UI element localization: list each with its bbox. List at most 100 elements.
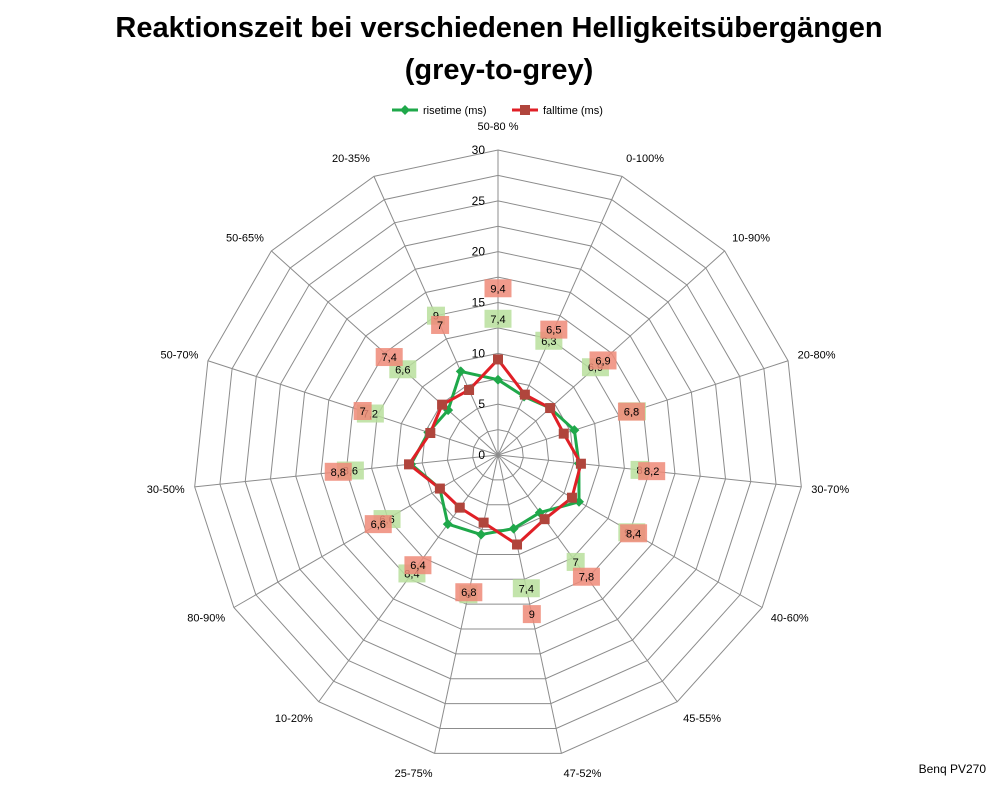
radial-tick-label: 5 — [478, 397, 485, 411]
data-label: 8,4 — [626, 528, 641, 540]
data-point — [508, 523, 519, 534]
data-label-box — [572, 567, 600, 586]
data-label: 9 — [529, 609, 535, 621]
category-label: 10-20% — [275, 713, 313, 725]
data-label-box — [540, 320, 568, 339]
grid-ring — [194, 149, 802, 754]
radar-grid — [194, 149, 802, 754]
data-label-box — [566, 552, 585, 571]
data-label-box — [375, 348, 403, 367]
data-label-box — [512, 579, 540, 598]
data-point — [442, 519, 453, 530]
data-point — [493, 374, 503, 385]
grid-ring — [345, 301, 651, 605]
data-point — [558, 428, 569, 439]
data-label-box — [617, 402, 645, 421]
data-point — [464, 384, 475, 395]
data-point — [425, 428, 436, 439]
data-label-box — [484, 279, 512, 298]
category-label: 20-80% — [798, 350, 836, 362]
data-point — [575, 458, 586, 469]
legend-marker — [400, 105, 410, 115]
category-label: 30-50% — [147, 484, 185, 496]
data-label-box — [589, 351, 617, 370]
category-label: 20-35% — [332, 153, 370, 165]
category-label: 25-75% — [395, 768, 433, 780]
data-label: 7 — [437, 320, 443, 332]
category-label: 80-90% — [187, 613, 225, 625]
radial-tick-label: 10 — [472, 346, 486, 360]
legend-marker — [520, 105, 530, 115]
data-label: 6,3 — [541, 336, 556, 348]
data-labels-1: 9,4 6,5 6,9 6,8 8,2 8,4 7,8 9 6,8 6,4 6,6 8,8 7 7,4 7 — [324, 279, 666, 624]
credit-label: Benq PV270 — [918, 762, 986, 776]
chart-subtitle: (grey-to-grey) — [404, 54, 594, 86]
data-label: 6,6 — [371, 519, 386, 531]
legend-label: falltime (ms) — [543, 105, 603, 117]
data-point — [455, 366, 466, 377]
data-label: 9,4 — [490, 283, 505, 295]
grid-spoke — [497, 176, 623, 456]
radial-tick-label: 25 — [472, 194, 486, 208]
category-label: 0-100% — [626, 153, 664, 165]
grid-ring — [269, 225, 727, 680]
data-label-box — [404, 556, 432, 575]
category-label: 50-65% — [226, 233, 264, 245]
category-label: 30-70% — [811, 484, 849, 496]
category-label: 10-90% — [732, 233, 770, 245]
data-point — [404, 459, 415, 470]
data-label-box — [484, 309, 512, 328]
data-label: 7,8 — [579, 572, 594, 584]
data-label-box — [353, 402, 372, 421]
grid-ring — [244, 200, 752, 705]
data-label-box — [638, 462, 666, 481]
data-label: 6,8 — [624, 407, 639, 419]
data-point — [476, 529, 487, 540]
radial-tick-label: 0 — [478, 448, 485, 462]
data-point — [493, 354, 503, 365]
category-label: 45-55% — [683, 713, 721, 725]
data-label: 7 — [573, 557, 579, 569]
category-label: 47-52% — [563, 768, 601, 780]
data-label: 6,4 — [410, 560, 425, 572]
radial-tick-label: 15 — [472, 296, 486, 310]
grid-ring — [446, 403, 550, 506]
chart-title: Reaktionszeit bei verschiedenen Helligke… — [115, 12, 883, 44]
grid-ring — [472, 429, 524, 481]
data-label-box — [620, 524, 648, 543]
data-point — [478, 517, 489, 528]
grid-spoke — [207, 360, 499, 456]
data-point — [569, 425, 580, 436]
radial-tick-label: 20 — [472, 245, 486, 259]
data-label: 8,2 — [644, 466, 659, 478]
data-label: 7,4 — [490, 314, 505, 326]
data-label-box — [522, 605, 541, 624]
legend-label: risetime (ms) — [423, 105, 487, 117]
data-label: 6,8 — [461, 587, 476, 599]
data-label-box — [324, 462, 352, 481]
data-point — [545, 403, 556, 414]
data-point — [512, 539, 523, 550]
data-point — [437, 399, 448, 410]
data-label-box — [455, 583, 483, 602]
data-label-box — [431, 315, 450, 334]
data-label-box — [364, 515, 392, 534]
grid-spoke — [497, 454, 562, 754]
data-point — [566, 492, 577, 503]
category-label: 40-60% — [771, 613, 809, 625]
grid-ring — [295, 251, 701, 655]
legend: risetime (ms) falltime (ms) — [392, 105, 603, 117]
data-label: 6,6 — [395, 364, 410, 376]
data-point — [434, 483, 445, 494]
grid-ring — [371, 327, 625, 580]
data-label: 7 — [360, 406, 366, 418]
grid-ring — [320, 276, 676, 630]
radial-tick-label: 30 — [472, 143, 486, 157]
grid-spoke — [434, 454, 499, 754]
series-1 — [404, 354, 586, 550]
data-label: 6,5 — [546, 325, 561, 337]
category-label: 50-80 % — [478, 121, 519, 133]
data-label: 6,9 — [595, 355, 610, 367]
grid-ring — [219, 174, 777, 729]
